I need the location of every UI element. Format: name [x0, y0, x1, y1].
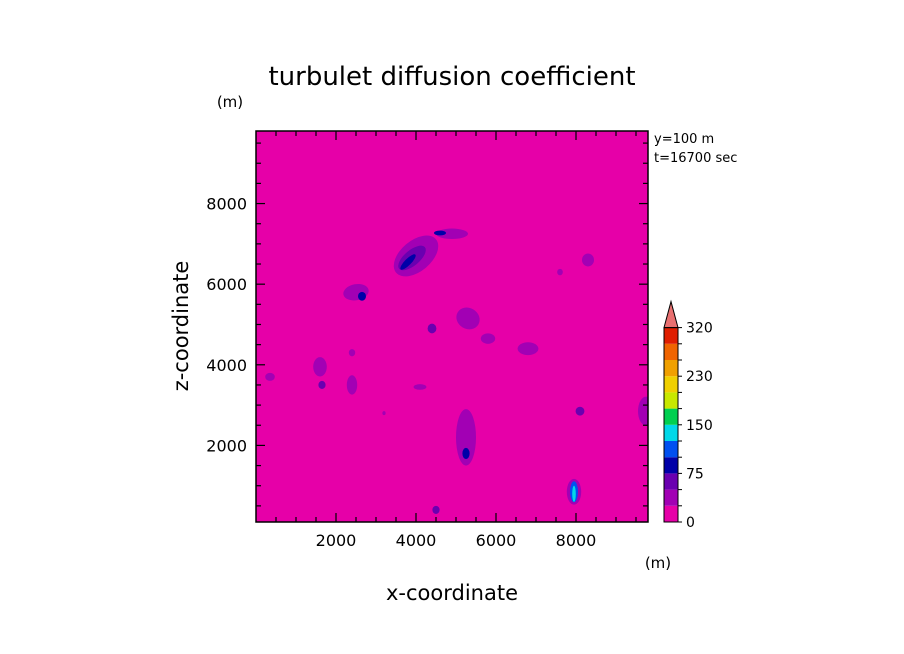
colorbar-extend-arrow	[663, 299, 679, 329]
y-tick-label: 8000	[206, 195, 247, 214]
x-tick-label: 8000	[556, 531, 597, 550]
plot-frame	[255, 130, 649, 523]
plot-area	[255, 130, 649, 523]
colorbar-segment	[664, 489, 678, 506]
contour-region	[346, 375, 358, 395]
colorbar-segment	[664, 408, 678, 425]
y-tick-label: 2000	[206, 436, 247, 455]
colorbar-segment	[664, 441, 678, 458]
contour-region	[348, 349, 356, 357]
x-axis-label: x-coordinate	[386, 581, 518, 605]
y-tick-label: 4000	[206, 356, 247, 375]
y-tick-label: 6000	[206, 275, 247, 294]
x-tick-label: 6000	[476, 531, 517, 550]
colorbar-segment	[664, 424, 678, 441]
contour-region	[517, 342, 539, 356]
contour-region	[575, 406, 585, 416]
contour-region	[265, 372, 275, 381]
contour-region	[413, 384, 427, 390]
contour-region	[382, 411, 386, 416]
y-axis-label: z-coordinate	[169, 261, 193, 392]
contour-region	[638, 396, 648, 426]
contour-region	[456, 307, 480, 330]
colorbar: 0 75 150 230 320	[663, 299, 713, 531]
chart-title: turbulet diffusion coefficient	[268, 62, 635, 92]
colorbar-segment	[664, 360, 678, 377]
contour-region	[436, 228, 468, 240]
contour-region	[572, 485, 576, 502]
colorbar-segment	[664, 473, 678, 490]
contour-region	[358, 291, 366, 301]
contour-region	[400, 254, 416, 270]
colorbar-segment	[664, 376, 678, 393]
x-unit-label: (m)	[645, 554, 671, 572]
contour-region	[462, 447, 470, 460]
colorbar-label: 150	[686, 418, 713, 434]
colorbar-segment	[664, 327, 678, 344]
colorbar-segment	[664, 343, 678, 360]
colorbar-label: 0	[686, 515, 695, 531]
x-tick-label: 4000	[396, 531, 437, 550]
contour-region	[582, 253, 594, 267]
colorbar-label: 75	[686, 466, 704, 482]
contour-region	[480, 333, 496, 344]
y-unit-label: (m)	[217, 93, 243, 111]
colorbar-segment	[664, 457, 678, 474]
colorbar-label: 320	[686, 321, 713, 337]
contour-region	[557, 268, 563, 276]
colorbar-segment	[664, 392, 678, 409]
field-background	[256, 131, 648, 522]
colorbar-segment	[664, 505, 678, 522]
x-axis: 2000 4000 6000 8000	[275, 131, 637, 550]
contour-region	[432, 505, 440, 514]
contour-region	[427, 323, 437, 334]
contour-region	[313, 357, 327, 377]
contour-region	[456, 409, 476, 466]
annotation-time: t=16700 sec	[654, 151, 737, 166]
colorbar-label: 230	[686, 369, 713, 385]
y-axis: 2000 4000 6000 8000	[206, 142, 648, 507]
x-tick-label: 2000	[316, 531, 357, 550]
contour-region	[434, 230, 446, 236]
contour-region	[318, 380, 326, 389]
annotation-y-position: y=100 m	[654, 132, 714, 147]
